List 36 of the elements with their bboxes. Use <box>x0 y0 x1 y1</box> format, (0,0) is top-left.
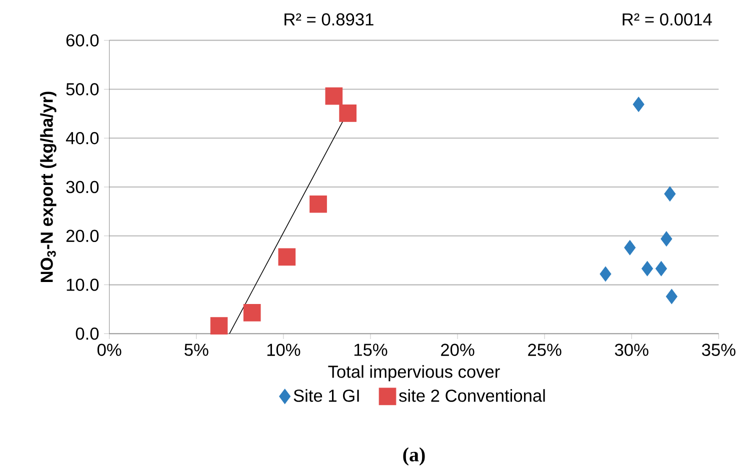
legend-label: site 2 Conventional <box>399 389 545 402</box>
y-tick-label: 40.0 <box>66 132 99 144</box>
y-tick-label: 30.0 <box>66 180 99 194</box>
y-tick-label: 10.0 <box>66 278 99 291</box>
point <box>655 261 667 276</box>
x-tick-label: 25% <box>528 344 562 356</box>
x-tick-label: 5% <box>184 344 208 356</box>
y-tick-label: 20.0 <box>66 230 99 242</box>
text: (a) <box>403 447 425 466</box>
x-axis-title: Total impervious cover <box>328 365 500 382</box>
point <box>664 186 676 202</box>
x-tick-label: 20% <box>441 344 474 356</box>
point <box>632 96 644 112</box>
x-tick-label: 15% <box>354 344 388 356</box>
point <box>325 87 343 105</box>
y-tick-label: 0.0 <box>76 328 99 340</box>
y-axis-title: NO$_{3}$-N export (kg/ha/yr) <box>40 92 56 282</box>
point <box>278 248 296 266</box>
legend-label: Site 1 GI <box>294 389 359 402</box>
point <box>660 231 672 246</box>
point <box>666 288 678 304</box>
point <box>624 240 636 256</box>
text: R² = 0.8931 <box>284 13 374 26</box>
x-tick-label: 30% <box>614 344 648 356</box>
point <box>210 317 228 335</box>
x-tick-label: 35% <box>702 344 736 356</box>
point <box>339 104 357 122</box>
text: R² = 0.0014 <box>622 13 712 26</box>
point <box>600 266 612 282</box>
point <box>310 195 327 213</box>
y-tick-label: 50.0 <box>66 83 99 96</box>
y-tick-label: 60.0 <box>66 34 99 46</box>
x-tick-label: 0% <box>97 344 122 356</box>
point <box>642 261 654 276</box>
point <box>243 304 261 322</box>
x-tick-label: 10% <box>267 344 300 356</box>
